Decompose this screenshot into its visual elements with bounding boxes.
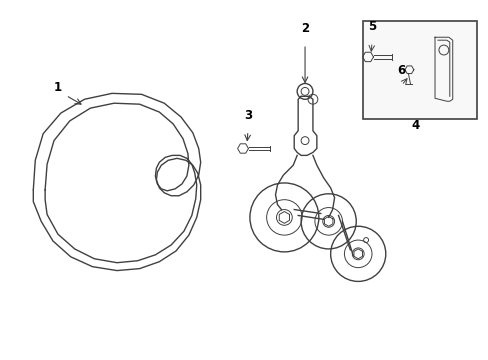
Text: 2: 2 [301, 22, 308, 35]
Text: 3: 3 [244, 109, 251, 122]
Text: 1: 1 [54, 81, 62, 94]
Text: 5: 5 [367, 21, 375, 33]
Text: 4: 4 [410, 119, 419, 132]
Text: 6: 6 [397, 64, 405, 77]
Bar [363, 21, 476, 119]
